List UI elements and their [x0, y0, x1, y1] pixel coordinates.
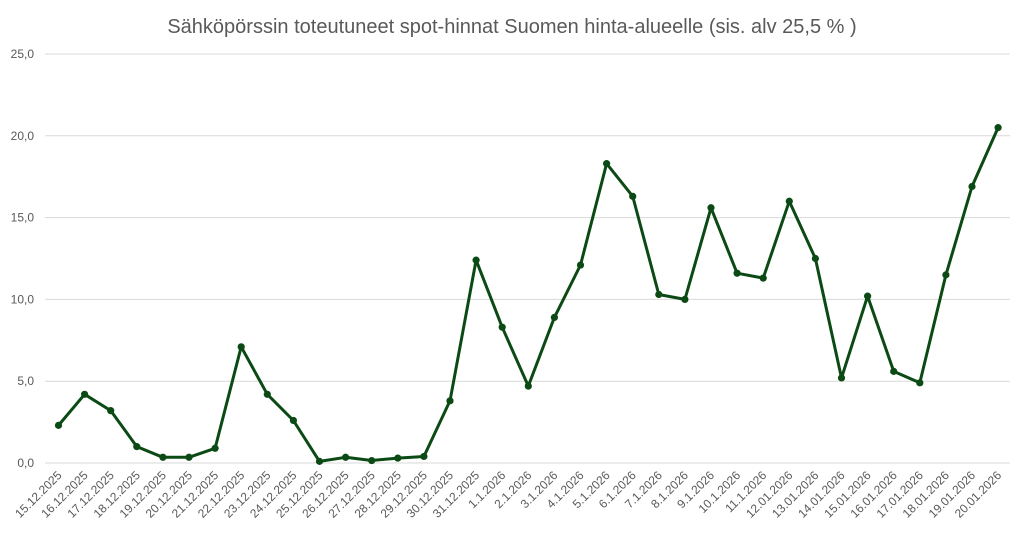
data-point: [211, 444, 219, 452]
data-point: [524, 382, 532, 390]
data-point: [785, 197, 793, 205]
series-layer: [54, 124, 1002, 465]
data-point: [498, 323, 506, 331]
data-point: [550, 313, 559, 321]
data-point: [394, 454, 402, 462]
data-point: [342, 453, 350, 461]
data-point: [655, 290, 663, 299]
data-point: [159, 453, 167, 461]
data-point: [811, 254, 820, 263]
y-tick-label: 10,0: [11, 292, 35, 306]
data-point: [837, 374, 846, 382]
y-tick-label: 15,0: [11, 211, 35, 225]
chart-title: Sähköpörssin toteutuneet spot-hinnat Suo…: [167, 16, 856, 38]
data-point: [54, 421, 63, 429]
data-point: [629, 192, 637, 200]
data-point: [472, 256, 480, 264]
data-point: [942, 271, 950, 279]
data-point: [759, 274, 767, 282]
data-point: [681, 295, 689, 303]
data-point: [107, 407, 115, 415]
data-point: [890, 367, 898, 375]
y-tick-label: 5,0: [17, 374, 34, 388]
x-axis-ticks: 15.12.202516.12.202517.12.202518.12.2025…: [12, 468, 1004, 521]
data-point: [603, 160, 611, 168]
data-point: [81, 390, 89, 398]
y-tick-label: 20,0: [11, 129, 35, 143]
gridlines: [45, 53, 1010, 464]
data-point: [864, 292, 872, 300]
data-point: [916, 379, 924, 387]
data-point: [315, 457, 324, 465]
y-tick-label: 0,0: [17, 456, 34, 470]
data-point: [133, 443, 141, 451]
data-point: [420, 452, 428, 461]
data-point: [968, 182, 976, 191]
data-point: [185, 453, 193, 461]
y-tick-label: 25,0: [11, 47, 35, 61]
data-point: [576, 261, 585, 269]
data-point: [733, 269, 741, 277]
data-point: [994, 124, 1002, 132]
data-point: [289, 416, 297, 425]
data-point: [707, 204, 715, 212]
data-point: [263, 390, 271, 398]
data-point: [446, 397, 454, 405]
data-point: [368, 456, 376, 465]
y-axis-ticks: 0,0 5,0 10,0 15,0 20,0 25,0: [11, 47, 35, 470]
series-line: [57, 126, 1000, 463]
data-point: [237, 343, 245, 351]
